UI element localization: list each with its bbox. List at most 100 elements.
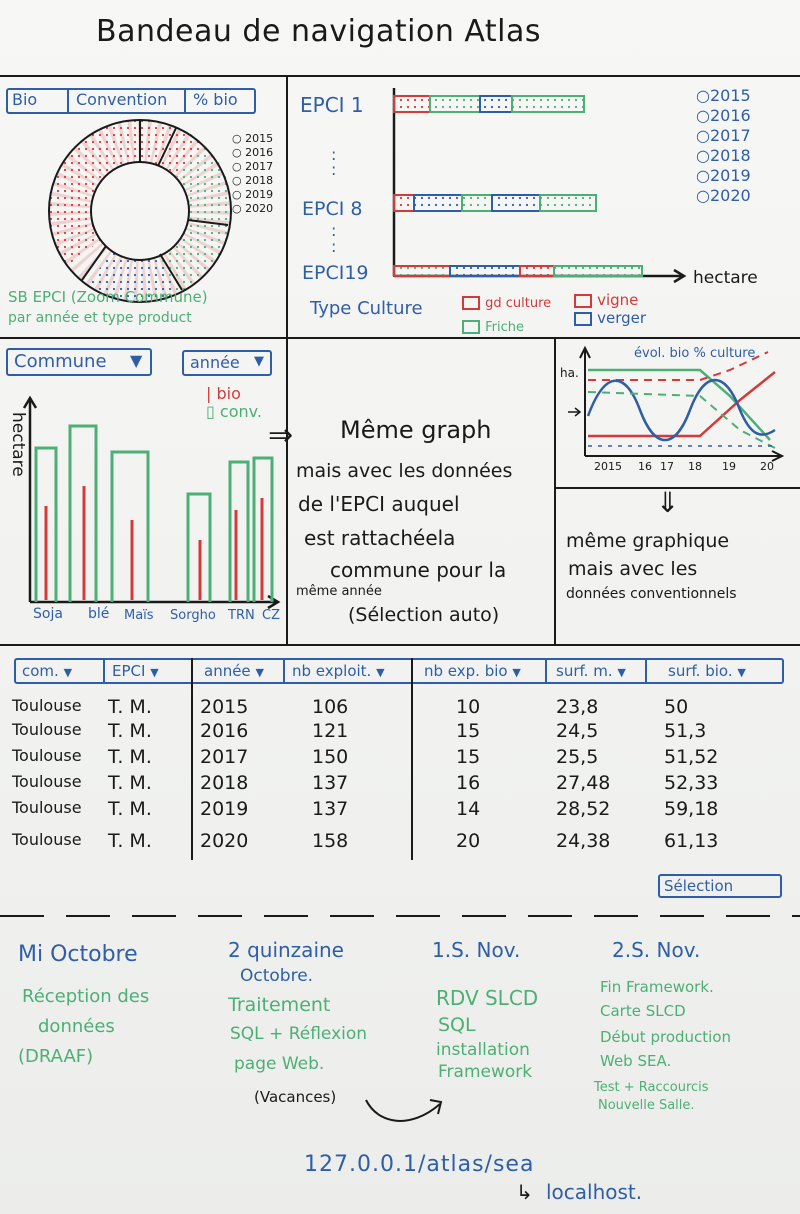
year-label: 2019	[245, 188, 274, 201]
year-label: 2015	[245, 132, 274, 145]
table-cell: 10	[456, 696, 481, 718]
legend-item-friche[interactable]: Friche	[462, 316, 524, 335]
year-2018[interactable]: ○2018	[696, 146, 751, 165]
column-header-epci[interactable]: EPCI ▼	[112, 662, 159, 680]
note-line-3: de l'EPCI auquel	[298, 492, 460, 516]
sort-icon: ▼	[617, 666, 626, 679]
epci-8-label: EPCI 8	[302, 198, 363, 220]
table-cell: 25,5	[556, 746, 599, 768]
legend-label: verger	[597, 309, 647, 327]
note-line-4: est rattachéela	[304, 526, 456, 550]
table-cell: 27,48	[556, 772, 611, 794]
year-2019[interactable]: ○ 2019	[232, 188, 274, 201]
tab-bio[interactable]: Bio	[12, 90, 38, 109]
tab-convention[interactable]: Convention	[76, 90, 168, 109]
table-cell: 51,52	[664, 746, 719, 768]
legend-item-verger[interactable]: verger	[574, 308, 646, 327]
tab-bar	[6, 88, 256, 114]
category-label: TRN	[228, 608, 255, 623]
legend-bio-label: bio	[216, 384, 241, 403]
column-header-annee[interactable]: année ▼	[204, 662, 264, 680]
year-2017[interactable]: ○2017	[696, 126, 751, 145]
table-cell: T. M.	[108, 830, 152, 852]
header-label: surf. m.	[556, 662, 613, 680]
x-tick: 18	[688, 460, 702, 473]
commune-dropdown-label: Commune	[14, 351, 107, 372]
x-tick: 2015	[594, 460, 622, 473]
x-tick: 19	[722, 460, 736, 473]
evolution-title: évol. bio % culture	[634, 346, 756, 361]
conv-bar	[228, 460, 250, 602]
table-cell: T. M.	[108, 720, 152, 742]
year-2019[interactable]: ○2019	[696, 166, 751, 185]
footer-localhost: localhost.	[546, 1180, 643, 1204]
column-header-nb-exploit[interactable]: nb exploit. ▼	[292, 662, 385, 680]
table-cell: 137	[312, 772, 349, 794]
year-2020[interactable]: ○2020	[696, 186, 751, 205]
header-label: nb exploit.	[292, 662, 372, 680]
header-label: surf. bio.	[668, 662, 733, 680]
footer-url[interactable]: 127.0.0.1/atlas/sea	[304, 1152, 535, 1177]
legend-label: Friche	[485, 320, 524, 335]
year-label: 2019	[709, 166, 751, 185]
timeline-line: RDV SLCD	[436, 986, 539, 1010]
annee-dropdown-label: année	[190, 353, 240, 372]
legend-item-gd-culture[interactable]: gd culture	[462, 292, 551, 311]
tab-percent-bio[interactable]: % bio	[193, 90, 238, 109]
year-label: 2020	[709, 186, 751, 205]
table-cell: Toulouse	[12, 720, 82, 739]
table-cell: T. M.	[108, 696, 152, 718]
column-header-surf-m[interactable]: surf. m. ▼	[556, 662, 626, 680]
selection-button-label: Sélection	[664, 877, 734, 895]
table-column-dividers	[103, 658, 647, 860]
selection-button[interactable]: Sélection	[658, 874, 782, 898]
timeline-title-2: Octobre.	[240, 966, 314, 986]
commune-dropdown[interactable]: Commune ▼	[6, 348, 152, 376]
category-label: Sorgho	[170, 608, 216, 623]
year-2016[interactable]: ○2016	[696, 106, 751, 125]
header-label: EPCI	[112, 662, 146, 680]
column-header-surf-bio[interactable]: surf. bio. ▼	[668, 662, 746, 680]
tab-separators	[67, 88, 186, 114]
chevron-down-icon: ▼	[254, 354, 264, 369]
year-2015[interactable]: ○ 2015	[232, 132, 274, 145]
arrow-right-icon: ⇒	[268, 418, 294, 453]
timeline-title: 2.S. Nov.	[612, 938, 701, 962]
annee-dropdown[interactable]: année ▼	[182, 350, 272, 376]
timeline-line: SQL	[438, 1014, 476, 1036]
table-cell: Toulouse	[12, 696, 82, 715]
year-2015[interactable]: ○2015	[696, 86, 751, 105]
year-2016[interactable]: ○ 2016	[232, 146, 274, 159]
sort-icon: ▼	[376, 666, 385, 679]
bio-conv-bar-chart	[22, 395, 281, 610]
swatch-red	[462, 295, 480, 310]
table-cell: 20	[456, 830, 481, 852]
arrow-return-icon: ↳	[516, 1180, 533, 1204]
table-cell: Toulouse	[12, 830, 82, 849]
timeline-line: Réception des	[22, 986, 150, 1007]
page-title: Bandeau de navigation Atlas	[96, 14, 541, 49]
axis-label-hectare: hectare	[693, 268, 758, 288]
timeline-line: Carte SLCD	[600, 1002, 686, 1020]
x-tick: 20	[760, 460, 774, 473]
table-cell: 121	[312, 720, 349, 742]
timeline-line: Fin Framework.	[600, 978, 714, 996]
table-cell: 15	[456, 746, 481, 768]
year-2018[interactable]: ○ 2018	[232, 174, 274, 187]
table-cell: 2019	[200, 798, 249, 820]
column-header-com[interactable]: com. ▼	[22, 662, 72, 680]
year-label: 2015	[709, 86, 751, 105]
year-label: 2017	[245, 160, 274, 173]
table-cell: Toulouse	[12, 772, 82, 791]
svg-text::: :	[331, 221, 336, 240]
year-label: 2020	[245, 202, 274, 215]
year-2017[interactable]: ○ 2017	[232, 160, 274, 173]
legend-item-vigne[interactable]: vigne	[574, 290, 638, 309]
epci-19-label: EPCI19	[302, 262, 369, 284]
column-header-nb-exp-bio[interactable]: nb exp. bio ▼	[424, 662, 521, 680]
table-cell: 2017	[200, 746, 249, 768]
table-header-row	[14, 658, 784, 684]
arrow-down-icon: ⇓	[656, 486, 680, 519]
year-2020[interactable]: ○ 2020	[232, 202, 274, 215]
legend-bio: | bio	[206, 384, 241, 403]
